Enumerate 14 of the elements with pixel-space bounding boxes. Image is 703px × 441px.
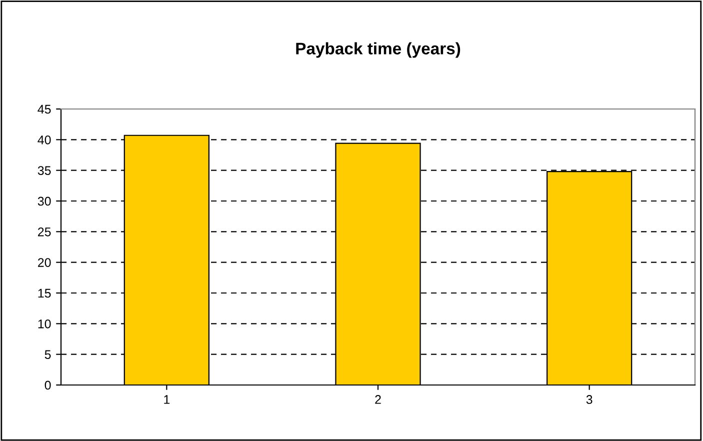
y-tick-label: 0 (44, 380, 51, 390)
y-tick-label: 15 (38, 288, 51, 298)
y-tick-label: 30 (38, 196, 51, 206)
y-tick-label: 25 (38, 227, 51, 236)
y-tick-label: 20 (38, 258, 51, 267)
x-tick-label: 1 (164, 395, 170, 404)
chart-title: Payback time (years) (296, 42, 460, 58)
y-tick-label: 10 (38, 319, 51, 328)
x-tick-label: 2 (375, 395, 381, 404)
y-tick-label: 45 (38, 104, 51, 114)
y-tick-label: 35 (38, 166, 51, 175)
x-tick-label: 3 (586, 395, 592, 404)
y-tick-label: 40 (38, 135, 51, 144)
y-tick-label: 5 (44, 350, 51, 359)
